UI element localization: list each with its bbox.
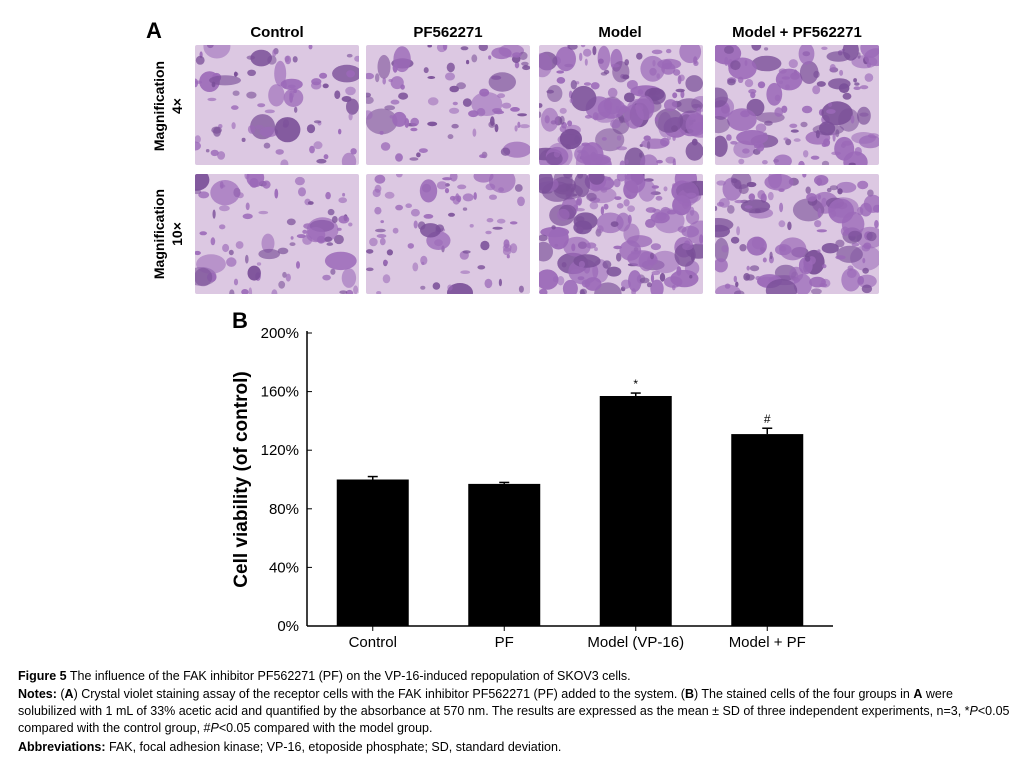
bar-chart: 0% 40% 80% 120% 160% 200% Control PF Model (VP-1… bbox=[231, 325, 833, 651]
abbreviations-text: FAK, focal adhesion kinase; VP-16, etopo… bbox=[105, 740, 562, 754]
micrograph-10x-4 bbox=[715, 174, 879, 294]
y-tick-label: 120% bbox=[261, 442, 299, 459]
figure-number: Figure 5 bbox=[18, 669, 67, 683]
micrograph-4x-3 bbox=[539, 45, 703, 165]
figure-caption-abbreviations: Abbreviations: FAK, focal adhesion kinas… bbox=[18, 739, 1010, 756]
row-label-4x-line1: Magnification bbox=[151, 60, 167, 152]
figure-caption-notes: Notes: (A) Crystal violet staining assay… bbox=[18, 686, 1010, 737]
micrograph-4x-2 bbox=[366, 45, 530, 165]
x-tick-label: PF bbox=[495, 634, 514, 651]
x-tick-label: Model + PF bbox=[729, 634, 806, 651]
row-label-10x-line1: Magnification bbox=[151, 188, 167, 280]
row-label-10x: Magnification 10× bbox=[150, 169, 190, 299]
micrograph-4x-1 bbox=[195, 45, 359, 165]
notes-ref-a: A bbox=[64, 687, 74, 701]
bar bbox=[731, 434, 804, 626]
y-tick-label: 200% bbox=[261, 325, 299, 342]
figure-caption-title: Figure 5 The influence of the FAK inhibi… bbox=[18, 668, 1010, 685]
notes-text: were solubilized with 1 mL of 33% acetic… bbox=[18, 687, 970, 718]
significance-marker: * bbox=[633, 377, 638, 391]
y-tick-label: 160% bbox=[261, 384, 299, 401]
panel-a-label: A bbox=[146, 18, 162, 43]
column-header-model-pf: Model + PF562271 bbox=[732, 24, 862, 41]
row-label-10x-line2: 10× bbox=[169, 222, 185, 246]
notes-p-symbol: P bbox=[969, 704, 978, 718]
row-label-4x: Magnification 4× bbox=[150, 41, 190, 171]
bar bbox=[599, 395, 672, 626]
column-header-model: Model bbox=[598, 24, 642, 41]
micrograph-4x-4 bbox=[715, 45, 879, 165]
notes-text: ( bbox=[56, 687, 65, 701]
row-label-4x-line2: 4× bbox=[169, 98, 185, 114]
abbreviations-label: Abbreviations: bbox=[18, 740, 106, 754]
x-tick-label: Control bbox=[349, 634, 397, 651]
notes-ref-b: B bbox=[684, 687, 694, 701]
bar bbox=[336, 479, 409, 626]
micrograph-10x-2 bbox=[366, 174, 530, 294]
panel-b-label: B bbox=[232, 308, 248, 333]
y-axis-label: Cell viability (of control) bbox=[231, 371, 252, 587]
notes-text: ) Crystal violet staining assay of the r… bbox=[73, 687, 685, 701]
y-tick-label: 40% bbox=[269, 559, 299, 576]
micrograph-10x-1 bbox=[195, 174, 359, 294]
significance-marker: # bbox=[764, 412, 771, 426]
notes-text: ) The stained cells of the four groups i… bbox=[694, 687, 914, 701]
notes-ref-a: A bbox=[913, 687, 923, 701]
notes-p-symbol: P bbox=[210, 721, 219, 735]
y-tick-label: 80% bbox=[269, 501, 299, 518]
y-tick-label: 0% bbox=[277, 618, 299, 635]
column-header-control: Control bbox=[250, 24, 304, 41]
column-header-pf562271: PF562271 bbox=[413, 24, 483, 41]
bar bbox=[468, 483, 541, 626]
micrograph-10x-3 bbox=[539, 174, 703, 294]
notes-text: <0.05 compared with the model group. bbox=[218, 721, 433, 735]
x-tick-label: Model (VP-16) bbox=[587, 634, 684, 651]
figure-title-text: The influence of the FAK inhibitor PF562… bbox=[66, 669, 631, 683]
notes-label: Notes: bbox=[18, 687, 57, 701]
notes-text: <0.05 compared with the control group, # bbox=[18, 704, 1010, 735]
